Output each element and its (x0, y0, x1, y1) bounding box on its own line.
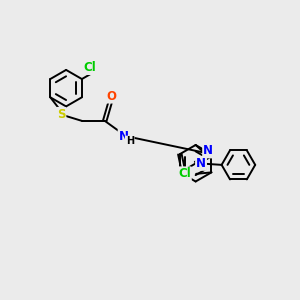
Text: H: H (126, 136, 134, 146)
Text: N: N (118, 130, 129, 143)
Text: O: O (106, 90, 116, 103)
Text: N: N (203, 144, 213, 158)
Text: Cl: Cl (84, 61, 97, 74)
Text: N: N (178, 169, 188, 182)
Text: Cl: Cl (178, 167, 191, 180)
Text: N: N (196, 157, 206, 170)
Text: S: S (57, 108, 65, 121)
